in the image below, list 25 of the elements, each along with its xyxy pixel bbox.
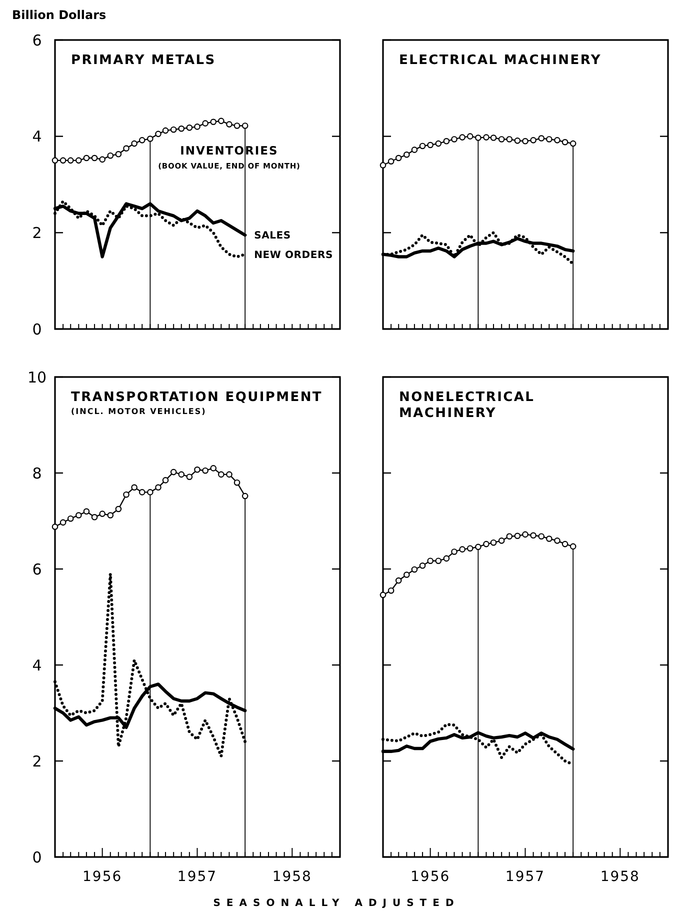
series-label: NEW ORDERS xyxy=(254,250,334,261)
text: PRIMARY METALS xyxy=(71,53,216,68)
x-tick-label: 1956 xyxy=(82,869,122,885)
x-tick-label: 1958 xyxy=(272,869,312,885)
y-tick-label: 4 xyxy=(32,128,42,146)
text: NONELECTRICAL MACHINERY xyxy=(399,390,535,421)
y-tick-label: 2 xyxy=(32,224,42,242)
y-tick-label: 4 xyxy=(32,656,42,674)
x-tick-label: 1958 xyxy=(600,869,640,885)
y-tick-label: 6 xyxy=(32,560,42,578)
y-tick-label: 6 xyxy=(32,31,42,50)
x-axis-title: SEASONALLY ADJUSTED xyxy=(213,898,460,909)
y-tick-label: 0 xyxy=(32,848,42,866)
text: ELECTRICAL MACHINERY xyxy=(399,53,602,68)
y-tick-label: 10 xyxy=(27,368,47,386)
series-label: SALES xyxy=(254,230,291,242)
y-tick-label: 8 xyxy=(32,464,42,482)
x-tick-label: 1957 xyxy=(177,869,218,885)
x-tick-label: 1956 xyxy=(410,869,450,885)
y-tick-label: 2 xyxy=(32,752,42,770)
x-tick-label: 1957 xyxy=(505,869,546,885)
y-axis-title: Billion Dollars xyxy=(12,8,106,22)
text: (INCL. MOTOR VEHICLES) xyxy=(71,407,206,416)
text: TRANSPORTATION EQUIPMENT xyxy=(71,390,322,405)
y-tick-label: 0 xyxy=(32,320,42,338)
